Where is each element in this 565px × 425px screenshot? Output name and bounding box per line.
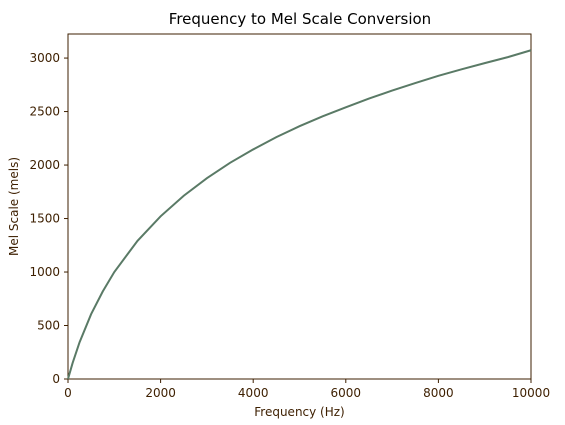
- y-axis-ticks: 0 500 1000 1500 2000 2500 3000: [29, 51, 68, 386]
- chart-title: Frequency to Mel Scale Conversion: [169, 10, 431, 28]
- y-axis-label: Mel Scale (mels): [7, 157, 21, 256]
- y-tick-label: 1500: [29, 212, 60, 226]
- x-tick-label: 10000: [512, 386, 550, 400]
- y-tick-label: 0: [52, 372, 60, 386]
- y-tick-label: 2500: [29, 105, 60, 119]
- series-line: [67, 49, 532, 380]
- y-tick-label: 1000: [29, 265, 60, 279]
- x-tick-label: 6000: [331, 386, 362, 400]
- y-tick-label: 3000: [29, 51, 60, 65]
- x-tick-label: 2000: [145, 386, 176, 400]
- x-tick-label: 0: [64, 386, 72, 400]
- plot-frame: [67, 33, 532, 380]
- x-tick-label: 4000: [238, 386, 269, 400]
- y-tick-label: 2000: [29, 158, 60, 172]
- y-tick-label: 500: [37, 319, 60, 333]
- x-axis-label: Frequency (Hz): [254, 405, 345, 419]
- x-axis-ticks: 0 2000 4000 6000 8000 10000: [64, 379, 550, 400]
- x-tick-label: 8000: [423, 386, 454, 400]
